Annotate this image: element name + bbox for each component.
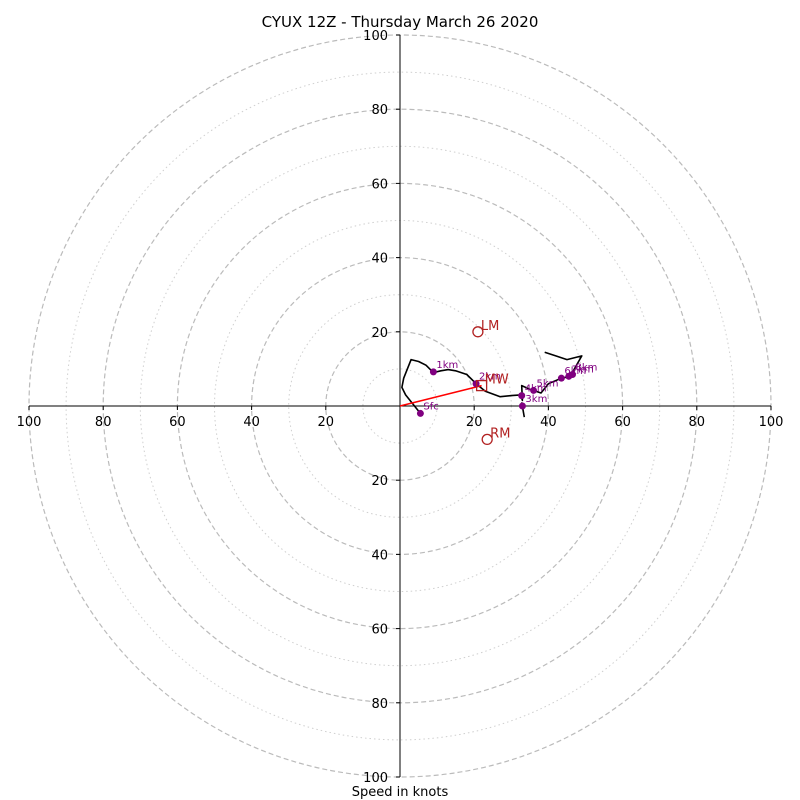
x-tick-label: 80 — [689, 415, 706, 430]
x-tick-label: 60 — [614, 415, 631, 430]
x-tick-label: 40 — [540, 415, 557, 430]
y-tick-label: 80 — [371, 697, 388, 712]
height-point-marker — [530, 386, 538, 394]
x-tick-label: 100 — [759, 415, 784, 430]
height-point-marker — [518, 392, 526, 400]
shear-vector-line — [399, 384, 482, 407]
x-axis-label: Speed in knots — [352, 785, 449, 800]
height-point-label: 3km — [525, 394, 547, 405]
storm-motion-label: MW — [485, 373, 509, 388]
height-point-label: 8km — [576, 362, 598, 373]
height-point-label: 7km — [572, 364, 594, 375]
height-point-marker — [518, 402, 526, 410]
storm-motion-marker — [472, 326, 484, 338]
storm-motion-label: RM — [490, 426, 510, 441]
x-tick-label: 20 — [466, 415, 483, 430]
height-point-marker — [416, 409, 424, 417]
height-point-label: 5km — [537, 378, 559, 389]
storm-motion-markers: LM RM MW — [472, 319, 510, 446]
height-points: Sfc1km2km3km4km5km6km7km8km — [416, 360, 598, 417]
tick-labels: 100 80 60 40 20 20 40 60 80 100 100 80 60 40 20 20 40 60 8… — [17, 29, 784, 786]
height-point-marker — [569, 370, 577, 378]
chart-title: CYUX 12Z - Thursday March 26 2020 — [262, 13, 539, 31]
x-tick-label: 60 — [169, 415, 186, 430]
x-tick-label: 40 — [243, 415, 260, 430]
height-point-label: 2km — [479, 372, 501, 383]
y-tick-label: 80 — [371, 103, 388, 118]
height-point-label: Sfc — [423, 401, 438, 412]
y-tick-label: 20 — [371, 474, 388, 489]
x-tick-label: 20 — [318, 415, 335, 430]
height-point-label: 6km — [564, 366, 586, 377]
mean-wind-marker — [475, 379, 488, 392]
height-point-label: 1km — [436, 360, 458, 371]
y-tick-label: 60 — [371, 177, 388, 192]
storm-motion-label: LM — [481, 319, 499, 334]
x-tick-label: 80 — [95, 415, 112, 430]
height-point-marker — [429, 368, 437, 376]
storm-motion-marker — [481, 433, 493, 446]
shear-vector-group — [399, 384, 482, 407]
y-tick-label: 20 — [371, 326, 388, 341]
x-tick-label: 100 — [17, 415, 42, 430]
height-point-marker — [557, 374, 565, 382]
y-tick-label: 100 — [363, 29, 388, 44]
y-tick-label: 100 — [363, 771, 388, 786]
y-tick-label: 40 — [371, 548, 388, 563]
y-tick-label: 40 — [371, 252, 388, 267]
y-tick-label: 60 — [371, 623, 388, 638]
